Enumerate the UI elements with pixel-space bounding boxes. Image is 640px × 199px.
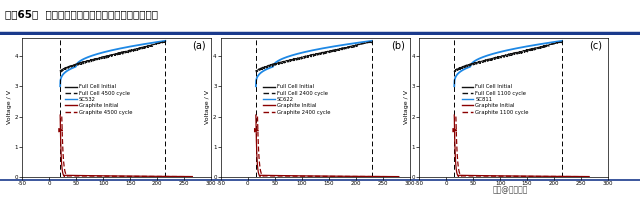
Legend: Full Cell Initial, Full Cell 4500 cycle, SC532, Graphite Initial, Graphite 4500 : Full Cell Initial, Full Cell 4500 cycle,… <box>63 82 134 117</box>
Y-axis label: Voltage / V: Voltage / V <box>404 91 409 124</box>
Y-axis label: Voltage / V: Voltage / V <box>7 91 12 124</box>
Text: (c): (c) <box>589 41 602 51</box>
Text: 图表65：  不同三元正极液态锂离子电池的循环寿命: 图表65： 不同三元正极液态锂离子电池的循环寿命 <box>5 9 158 19</box>
Legend: Full Cell Initial, Full Cell 2400 cycle, SC622, Graphite Initial, Graphite 2400 : Full Cell Initial, Full Cell 2400 cycle,… <box>261 82 333 117</box>
Legend: Full Cell Initial, Full Cell 1100 cycle, SC811, Graphite Initial, Graphite 1100 : Full Cell Initial, Full Cell 1100 cycle,… <box>460 82 531 117</box>
Text: (b): (b) <box>390 41 404 51</box>
Y-axis label: Voltage / V: Voltage / V <box>205 91 211 124</box>
Text: (a): (a) <box>192 41 206 51</box>
Text: 头条@未来智库: 头条@未来智库 <box>493 185 528 195</box>
